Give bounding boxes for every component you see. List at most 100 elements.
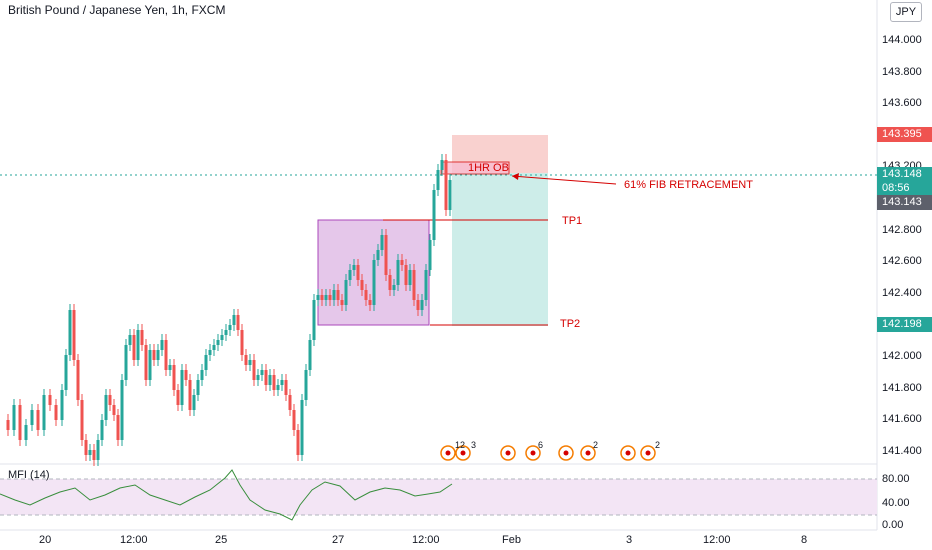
candle-body	[356, 265, 360, 280]
candle-body	[380, 235, 384, 250]
candle-body	[188, 380, 192, 410]
take-profit-zone	[452, 173, 548, 326]
candle-body	[54, 405, 58, 420]
event-dot	[445, 450, 451, 456]
candle-body	[272, 375, 276, 390]
tp2-label: TP2	[560, 318, 581, 330]
candle-body	[364, 290, 368, 300]
event-badge: 2	[655, 440, 661, 450]
candle-body	[176, 390, 180, 405]
candle-body	[300, 400, 304, 455]
candle-body	[316, 295, 320, 300]
candle-body	[260, 370, 264, 375]
candle-body	[196, 380, 200, 395]
candle-body	[292, 410, 296, 430]
price-label: 141.600	[882, 413, 922, 425]
candle-body	[64, 355, 68, 390]
price-label: 141.800	[882, 382, 922, 394]
candle-body	[432, 190, 436, 240]
candle-body	[152, 350, 156, 360]
candle-body	[352, 265, 356, 270]
price-axis-area	[877, 0, 932, 550]
candle-body	[424, 270, 428, 300]
candle-body	[256, 375, 260, 380]
candle-body	[404, 265, 408, 285]
candle-body	[72, 310, 76, 360]
event-badge: 12	[455, 440, 466, 450]
event-dot	[645, 450, 651, 456]
candle-body	[304, 370, 308, 400]
candle-body	[268, 375, 272, 385]
candle-body	[168, 365, 172, 370]
candle-body	[132, 335, 136, 360]
candle-body	[148, 350, 152, 380]
candle-body	[224, 330, 228, 335]
candle-body	[320, 295, 324, 300]
candle-body	[324, 295, 328, 300]
candle-body	[252, 360, 256, 380]
candle-body	[296, 430, 300, 455]
candle-body	[408, 270, 412, 285]
candle-body	[104, 395, 108, 420]
candle-body	[276, 385, 280, 390]
mfi-line	[0, 469, 453, 521]
candle-body	[336, 290, 340, 300]
candle-body	[376, 250, 380, 260]
candle-body	[156, 350, 160, 360]
candle-body	[280, 380, 284, 385]
tp2-price-tag: 142.198	[877, 317, 932, 332]
candle-body	[228, 325, 232, 330]
candle-body	[332, 290, 336, 300]
candle-body	[18, 405, 22, 440]
candle-body	[112, 405, 116, 415]
candle-body	[92, 450, 96, 460]
fib-arrow-line	[511, 175, 617, 185]
candle-body	[164, 340, 168, 370]
candle-body	[80, 400, 84, 440]
candle-body	[124, 345, 128, 380]
price-label: 143.800	[882, 66, 922, 78]
price-label: 142.800	[882, 224, 922, 236]
candle-body	[96, 440, 100, 460]
candle-body	[144, 345, 148, 380]
candle-body	[116, 415, 120, 440]
order-block-label: 1HR OB	[468, 162, 509, 174]
candle-body	[444, 160, 448, 210]
tp1-label: TP1	[562, 215, 583, 227]
price-label: 144.000	[882, 34, 922, 46]
event-badge: 3	[471, 440, 477, 450]
candle-body	[180, 370, 184, 405]
candle-body	[76, 360, 80, 400]
indicator-title[interactable]: MFI (14)	[8, 469, 50, 481]
candle-body	[236, 315, 240, 330]
price-label: 143.600	[882, 97, 922, 109]
candle-body	[344, 280, 348, 305]
time-label: 12:00	[120, 534, 148, 546]
candle-body	[436, 170, 440, 190]
event-dot	[585, 450, 591, 456]
candle-body	[244, 355, 248, 365]
stop-price-tag: 143.395	[877, 127, 932, 142]
candle-body	[160, 340, 164, 350]
last-price-tag: 143.148	[877, 167, 932, 182]
currency-button[interactable]: JPY	[890, 2, 922, 22]
candle-body	[84, 440, 88, 455]
candle-body	[384, 235, 388, 275]
candle-body	[68, 310, 72, 355]
candle-body	[140, 330, 144, 345]
price-label: 141.400	[882, 445, 922, 457]
price-label: 142.400	[882, 287, 922, 299]
candle-body	[240, 330, 244, 355]
mfi-band	[0, 479, 877, 515]
candle-body	[348, 270, 352, 280]
candle-body	[128, 335, 132, 345]
candle-body	[288, 395, 292, 410]
candle-body	[200, 370, 204, 380]
candle-body	[48, 395, 52, 405]
candle-body	[192, 395, 196, 410]
candle-body	[388, 275, 392, 290]
candle-body	[24, 425, 28, 440]
candle-body	[108, 395, 112, 405]
candle-body	[120, 380, 124, 440]
